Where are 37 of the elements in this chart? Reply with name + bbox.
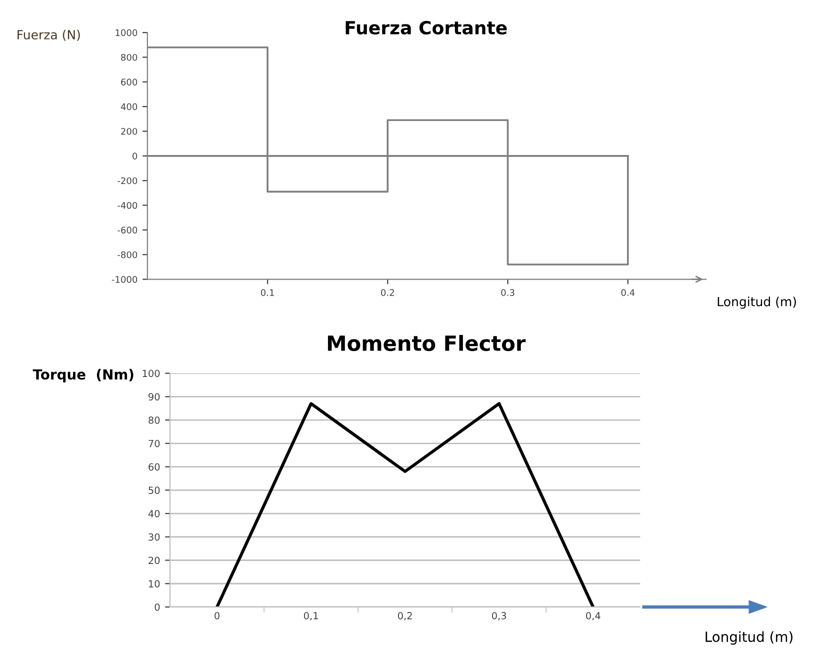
y-tick-label: 20 (148, 556, 160, 564)
y-tick-label: 400 (120, 103, 138, 110)
y-tick-label: 60 (148, 463, 160, 471)
y-tick-label: -1000 (112, 276, 138, 283)
y-tick-label: -400 (118, 202, 138, 209)
y-tick-label: 100 (142, 370, 160, 378)
y-tick-label: -800 (118, 251, 138, 258)
x-tick-label: 0.2 (381, 289, 394, 296)
y-tick-label: 10 (149, 580, 160, 588)
y-tick-label: 0 (132, 152, 138, 160)
y-axis-title: Torque (Nm) (32, 368, 134, 382)
x-tick-label: 0,3 (492, 612, 506, 620)
y-tick-label: 200 (121, 128, 138, 135)
y-tick-label: 80 (148, 416, 160, 424)
y-tick-label: 0 (154, 603, 160, 611)
x-tick-label: 0,1 (304, 612, 318, 620)
y-tick-label: 50 (148, 486, 160, 494)
y-tick-label: 600 (121, 78, 138, 86)
chart-title: Fuerza Cortante (346, 20, 507, 35)
x-axis-title: Longitud (m) (718, 296, 796, 309)
y-tick-label: 30 (148, 533, 160, 541)
x-tick-label: 0.1 (260, 289, 274, 296)
y-tick-label: 1000 (116, 29, 138, 36)
x-axis-title: Longitud (m) (706, 631, 792, 645)
x-tick-label: 0.3 (501, 289, 514, 296)
y-tick-label: 40 (148, 510, 160, 518)
x-tick-label: 0,4 (586, 612, 600, 620)
x-tick-label: 0.4 (621, 289, 635, 296)
x-tick-label: 0 (214, 612, 220, 620)
y-tick-label: -600 (118, 226, 138, 234)
x-tick-label: 0,2 (398, 612, 412, 620)
chart-title: Momento Flector (328, 334, 526, 352)
y-tick-label: 70 (148, 440, 160, 448)
y-tick-label: -200 (118, 177, 138, 184)
y-tick-label: 800 (121, 54, 138, 61)
y-axis-title: Fuerza (N) (18, 30, 80, 41)
y-tick-label: 90 (148, 393, 160, 400)
